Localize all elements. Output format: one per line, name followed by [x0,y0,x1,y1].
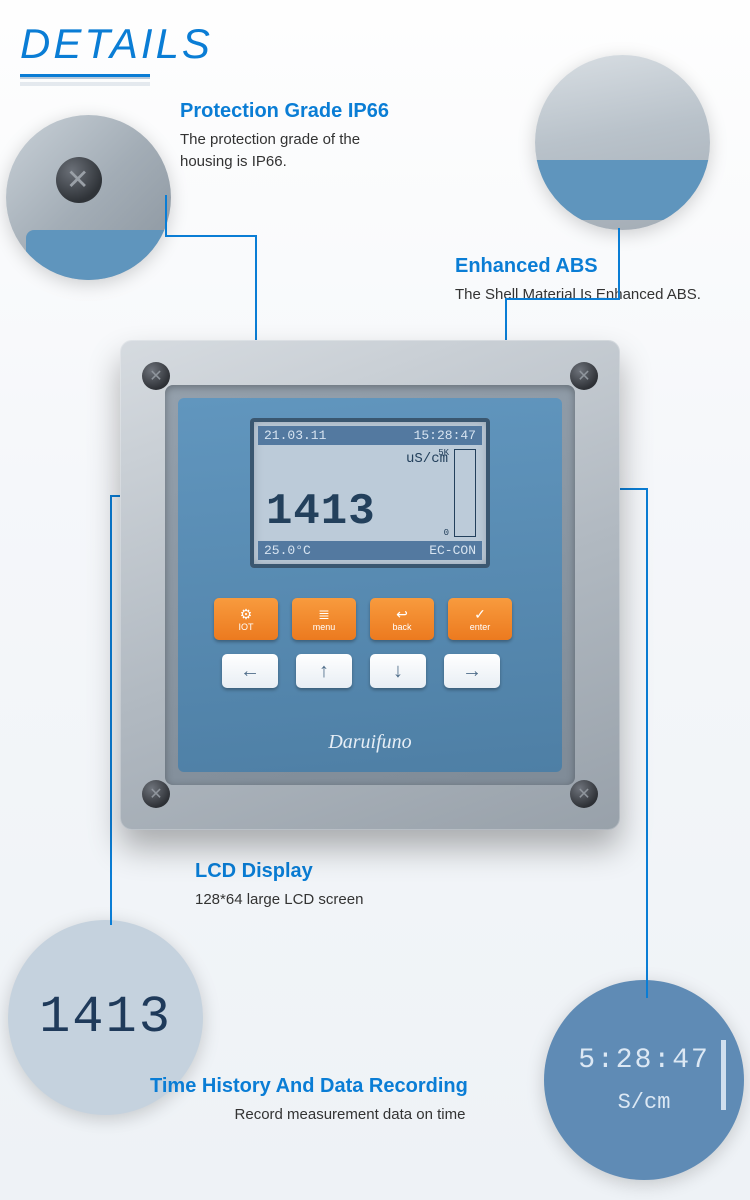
leader-line [618,228,620,298]
lcd-reading: 1413 [266,487,376,537]
leader-line [165,195,167,235]
callout-body: 128*64 large LCD screen [195,889,455,911]
arrow-down-button[interactable]: ↓ [370,654,426,688]
lcd-gauge: 5K 0 [454,449,476,537]
screw-icon: ✕ [570,780,598,808]
button-row-function: ⚙ IOT ≣ menu ↩ back ✓ enter [214,598,512,640]
lcd-time: 15:28:47 [414,428,476,443]
button-label: menu [313,622,336,632]
callout-body: The protection grade of the housing is I… [180,129,410,173]
detail-circle-screw [6,115,171,280]
lcd-date: 21.03.11 [264,428,326,443]
device-bezel: ✕ ✕ ✕ ✕ 21.03.11 15:28:47 1413 uS/cm 5K … [120,340,620,830]
lcd-mode: EC-CON [429,543,476,558]
callout-lcd: LCD Display 128*64 large LCD screen [195,860,455,911]
lcd-main: 1413 uS/cm 5K 0 [258,445,482,541]
leader-line [110,495,112,925]
header: DETAILS [20,20,213,78]
callout-title: Time History And Data Recording [150,1075,550,1098]
callout-body: The Shell Material Is Enhanced ABS. [455,284,750,306]
button-label: IOT [239,622,254,632]
gear-icon: ⚙ [240,607,253,621]
iot-button[interactable]: ⚙ IOT [214,598,278,640]
menu-icon: ≣ [318,607,330,621]
menu-button[interactable]: ≣ menu [292,598,356,640]
button-label: enter [470,622,491,632]
lcd-temp: 25.0°C [264,543,311,558]
screw-icon: ✕ [142,362,170,390]
title-underline [20,74,150,78]
callout-title: Protection Grade IP66 [180,100,410,123]
arrow-up-button[interactable]: ↑ [296,654,352,688]
back-icon: ↩ [396,607,408,621]
leader-line [505,298,620,300]
screw-icon: ✕ [570,362,598,390]
callout-title: Enhanced ABS [455,255,750,278]
back-button[interactable]: ↩ back [370,598,434,640]
detail-circle-faceplate [535,55,710,230]
page-title: DETAILS [20,20,213,68]
screw-icon: ✕ [142,780,170,808]
callout-history: Time History And Data Recording Record m… [150,1075,550,1126]
gauge-max: 5K [438,448,449,458]
lcd-top-bar: 21.03.11 15:28:47 [258,426,482,445]
detail-circle-time: 5:28:47 S/cm [544,980,744,1180]
arrow-right-button[interactable]: → [444,654,500,688]
lcd-bottom-bar: 25.0°C EC-CON [258,541,482,560]
device-meter: ✕ ✕ ✕ ✕ 21.03.11 15:28:47 1413 uS/cm 5K … [120,340,620,830]
leader-line [646,488,648,998]
arrow-left-button[interactable]: ← [222,654,278,688]
arrow-right-icon: → [462,660,482,683]
lcd-screen: 21.03.11 15:28:47 1413 uS/cm 5K 0 25.0°C… [250,418,490,568]
brand-label: Daruifuno [178,731,562,754]
detail-lcd-digits: 1413 [39,988,172,1047]
detail-time-unit: S/cm [618,1090,671,1115]
callout-ip66: Protection Grade IP66 The protection gra… [180,100,410,173]
check-icon: ✓ [474,607,486,621]
gauge-min: 0 [444,528,449,538]
arrow-left-icon: ← [240,660,260,683]
leader-line [165,235,255,237]
callout-title: LCD Display [195,860,455,883]
enter-button[interactable]: ✓ enter [448,598,512,640]
arrow-down-icon: ↓ [393,660,403,683]
callout-body: Record measurement data on time [150,1104,550,1126]
button-row-arrows: ← ↑ ↓ → [222,654,500,688]
button-label: back [392,622,411,632]
device-faceplate: 21.03.11 15:28:47 1413 uS/cm 5K 0 25.0°C… [178,398,562,772]
arrow-up-icon: ↑ [319,660,329,683]
detail-time-clock: 5:28:47 [578,1045,710,1076]
